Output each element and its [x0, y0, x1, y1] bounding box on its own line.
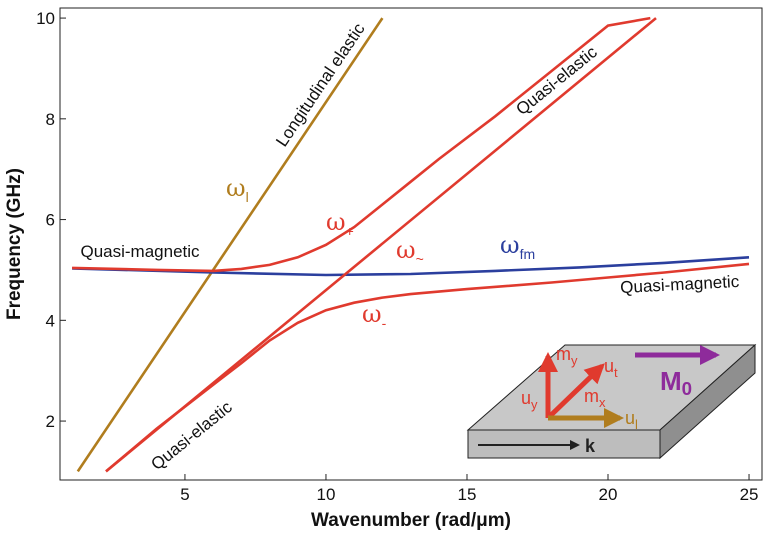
- inset-label-sub: y: [571, 353, 578, 368]
- inset-label-main: m: [584, 386, 599, 406]
- mode-symbol: ω: [500, 231, 520, 259]
- annotation: Quasi-elastic: [512, 42, 601, 119]
- annotation: Longitudinal elastic: [272, 19, 369, 150]
- inset-label-sub: t: [614, 365, 618, 380]
- mode-symbol: ω: [396, 236, 416, 264]
- x-tick-label: 10: [317, 485, 336, 504]
- chart: Wavenumber (rad/μm) Frequency (GHz) myut…: [0, 0, 764, 534]
- mode-sub: l: [246, 189, 249, 205]
- mode-sub: -: [382, 315, 387, 331]
- mode-label: ωfm: [500, 231, 535, 262]
- inset-label-main: k: [585, 436, 596, 456]
- inset-label-main: u: [604, 356, 614, 376]
- curve: [72, 18, 650, 271]
- mode-symbol: ω: [326, 208, 346, 236]
- y-axis-label: Frequency (GHz): [4, 168, 25, 320]
- inset-label-sub: x: [599, 395, 606, 410]
- inset-label-sub: l: [635, 417, 638, 432]
- annotation: Quasi-elastic: [147, 397, 236, 474]
- y-tick-label: 10: [36, 9, 55, 28]
- mode-symbol: ω: [362, 300, 382, 328]
- y-tick-label: 8: [46, 110, 55, 129]
- x-tick-label: 20: [599, 485, 618, 504]
- mode-label: ω+: [326, 208, 354, 239]
- inset-label-main: u: [625, 408, 635, 428]
- inset-label-sub: y: [531, 397, 538, 412]
- inset-label-main: M: [660, 366, 682, 396]
- y-tick-label: 2: [46, 412, 55, 431]
- mode-sub: ~: [416, 251, 424, 267]
- mode-label: ω~: [396, 236, 424, 267]
- inset-label-main: u: [521, 388, 531, 408]
- mode-symbol: ω: [226, 174, 246, 202]
- y-tick-label: 4: [46, 311, 55, 330]
- mode-sub: fm: [520, 246, 536, 262]
- annotation: Quasi-magnetic: [80, 242, 200, 261]
- x-tick-label: 5: [180, 485, 189, 504]
- y-tick-label: 6: [46, 211, 55, 230]
- x-axis-label: Wavenumber (rad/μm): [311, 510, 511, 531]
- mode-sub: +: [346, 223, 354, 239]
- x-tick-label: 25: [740, 485, 759, 504]
- inset-label-sub: 0: [682, 378, 692, 399]
- inset-label: k: [585, 436, 596, 456]
- x-tick-label: 15: [458, 485, 477, 504]
- inset-label-main: m: [556, 344, 571, 364]
- mode-label: ωl: [226, 174, 249, 205]
- mode-label: ω-: [362, 300, 387, 331]
